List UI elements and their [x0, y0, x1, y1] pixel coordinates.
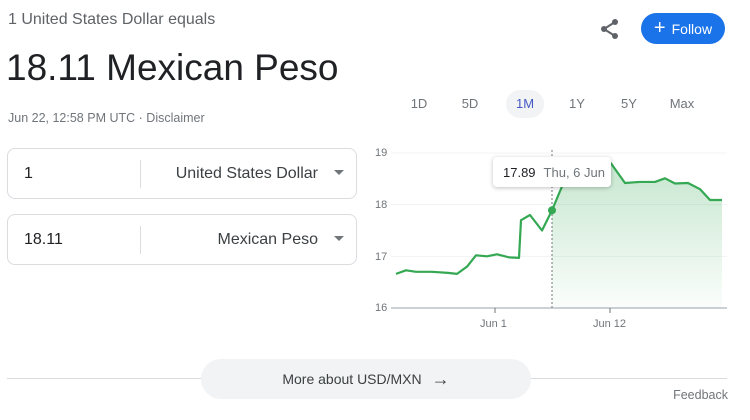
chevron-down-icon[interactable]	[334, 236, 344, 241]
tooltip-value: 17.89	[503, 164, 536, 180]
separator: ·	[138, 111, 143, 125]
feedback-link[interactable]: Feedback	[673, 388, 728, 402]
x-tick-jun1: Jun 1	[480, 318, 507, 330]
tooltip-date: Thu, 6 Jun	[543, 164, 605, 180]
from-amount-input[interactable]: 1	[24, 165, 33, 182]
more-about-label: More about USD/MXN	[282, 371, 422, 387]
plus-icon: +	[653, 16, 666, 39]
divider-right	[530, 378, 727, 379]
follow-button[interactable]: + Follow	[641, 13, 725, 44]
x-tick-jun12: Jun 12	[593, 318, 627, 330]
conversion-subtitle: 1 United States Dollar equals	[8, 11, 216, 28]
tab-5y[interactable]: 5Y	[621, 96, 637, 111]
time-range-tabs: 1D 5D 1M 1Y 5Y Max	[396, 90, 716, 118]
to-currency-row: 18.11 Mexican Peso	[7, 214, 357, 265]
to-currency-select[interactable]: Mexican Peso	[217, 231, 319, 248]
chevron-down-icon[interactable]	[334, 170, 344, 175]
chart-tooltip: 17.89 Thu, 6 Jun	[493, 157, 611, 187]
tab-1m[interactable]: 1M	[506, 90, 544, 118]
tab-max[interactable]: Max	[669, 96, 695, 111]
share-icon	[601, 19, 618, 39]
y-tick-16: 16	[375, 302, 388, 314]
divider-left	[7, 378, 202, 379]
from-currency-row: 1 United States Dollar	[7, 148, 357, 199]
timestamp-line: Jun 22, 12:58 PM UTC · Disclaimer	[8, 111, 205, 125]
tab-1d[interactable]: 1D	[410, 96, 428, 111]
y-tick-18: 18	[375, 199, 388, 211]
tab-1y[interactable]: 1Y	[569, 96, 585, 111]
share-button[interactable]	[598, 17, 622, 41]
tab-5d[interactable]: 5D	[461, 96, 479, 111]
timestamp: Jun 22, 12:58 PM UTC	[8, 111, 136, 125]
divider	[140, 226, 141, 254]
conversion-result: 18.11 Mexican Peso	[6, 47, 339, 88]
from-currency-select[interactable]: United States Dollar	[175, 165, 318, 182]
follow-label: Follow	[671, 20, 713, 37]
y-tick-19: 19	[375, 147, 388, 159]
to-amount-input[interactable]: 18.11	[24, 231, 63, 248]
arrow-right-icon: →	[431, 368, 450, 389]
more-about-button[interactable]: More about USD/MXN →	[201, 359, 531, 399]
divider	[140, 160, 141, 188]
y-tick-17: 17	[375, 251, 388, 263]
disclaimer-link[interactable]: Disclaimer	[146, 111, 205, 125]
